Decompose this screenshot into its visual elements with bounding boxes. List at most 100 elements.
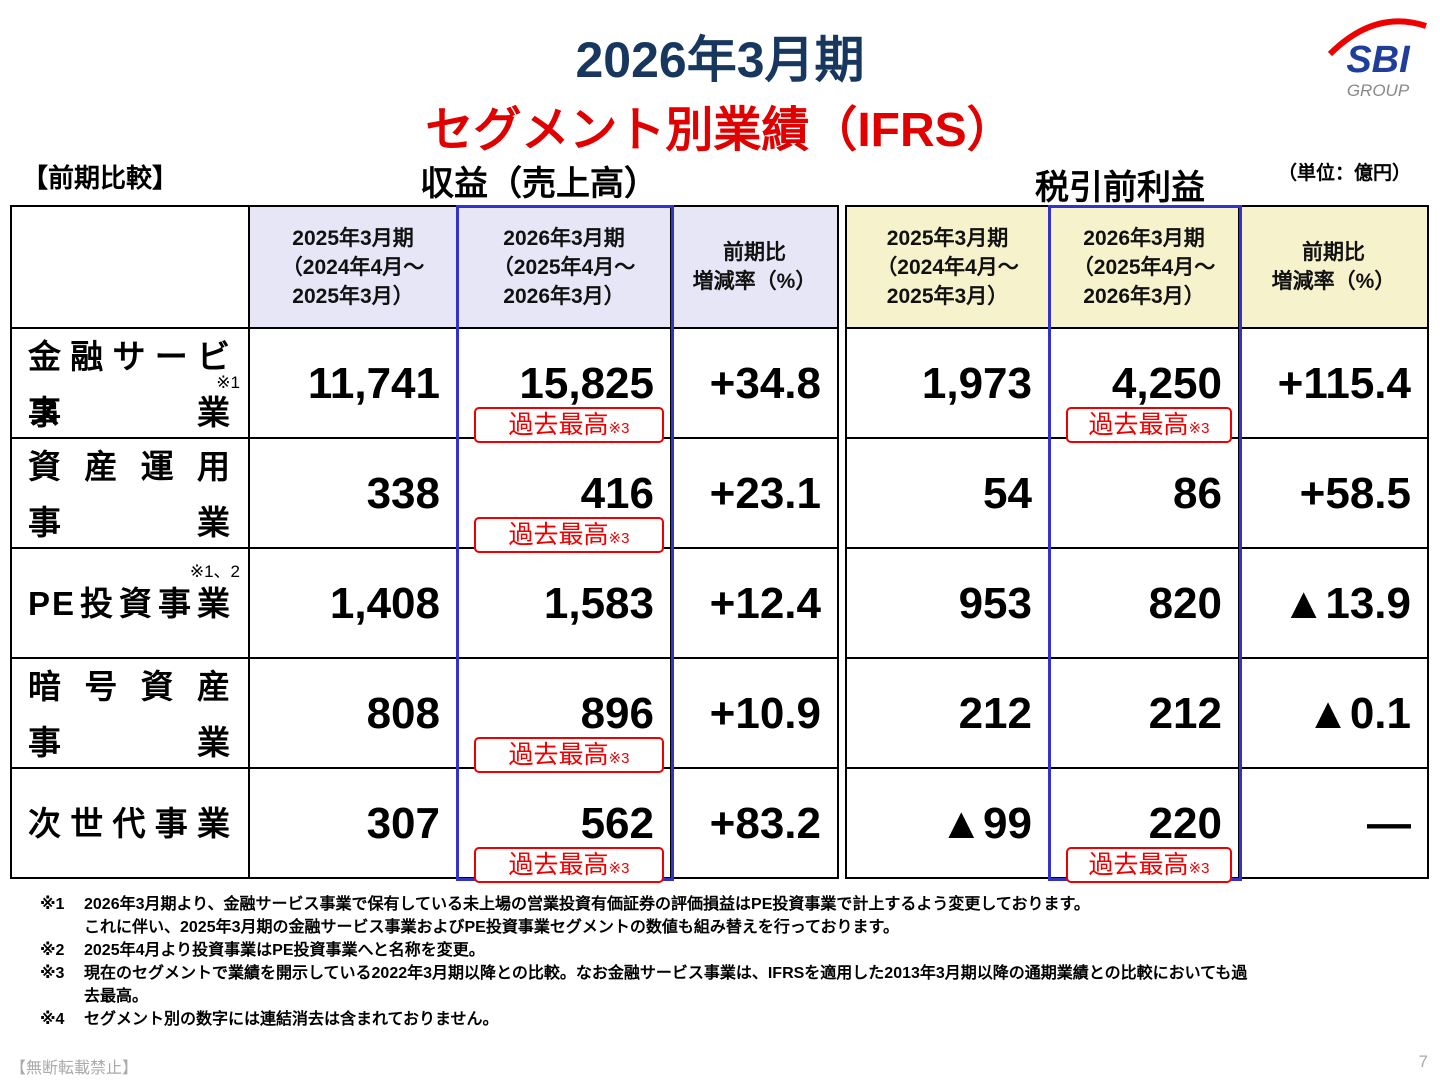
record-badge: 過去最高※3 bbox=[474, 737, 664, 773]
name-line: 資産運用 bbox=[28, 448, 232, 485]
row-label: 資産運用 事業 bbox=[10, 437, 250, 549]
row-label: 次世代事業 bbox=[10, 767, 250, 879]
value: +10.9 bbox=[709, 689, 821, 738]
name-line: 事業 bbox=[28, 504, 232, 541]
value: 896 bbox=[580, 689, 654, 738]
footnote-body: セグメント別の数字には連結消去は含まれておりません。 bbox=[84, 1008, 499, 1031]
value: +12.4 bbox=[709, 579, 821, 628]
value-cell: 338 bbox=[248, 437, 458, 549]
record-badge: 過去最高※3 bbox=[1066, 407, 1232, 443]
value-cell: +83.2 bbox=[670, 767, 839, 879]
value: ▲13.9 bbox=[1281, 579, 1411, 628]
header-line: 増減率（%） bbox=[1271, 270, 1396, 293]
header-line: 2026年3月期 bbox=[503, 226, 625, 250]
value-cell: ▲0.1 bbox=[1238, 657, 1429, 769]
value-cell: 953 bbox=[845, 547, 1050, 659]
footnote: ※4 セグメント別の数字には連結消去は含まれておりません。 bbox=[40, 1008, 1430, 1031]
value: 562 bbox=[580, 799, 654, 848]
value-cell: 54 bbox=[845, 437, 1050, 549]
name-line: 事業 bbox=[28, 394, 232, 431]
value-cell: 86 bbox=[1048, 437, 1240, 549]
value-cell: 212 bbox=[1048, 657, 1240, 769]
value: 11,741 bbox=[307, 359, 440, 408]
footnote-line: 2025年4月より投資事業はPE投資事業へと名称を変更。 bbox=[84, 942, 485, 959]
value: +23.1 bbox=[709, 469, 821, 518]
column-header: 2026年3月期 （2025年4月～ 2026年3月） bbox=[456, 205, 672, 329]
footer-notice: 【無断転載禁止】 bbox=[10, 1060, 139, 1077]
value-cell: 1,583 bbox=[456, 547, 672, 659]
value: 1,583 bbox=[543, 579, 654, 628]
footnotes: ※1 2026年3月期より、金融サービス事業で保有している未上場の営業投資有価証券… bbox=[40, 893, 1430, 1031]
header-line: （2025年4月～ bbox=[492, 255, 636, 279]
column-header: 2025年3月期 （2024年4月～ 2025年3月） bbox=[845, 205, 1050, 329]
value: 1,408 bbox=[329, 579, 440, 628]
footnote-body: 現在のセグメントで業績を開示している2022年3月期以降との比較。なお金融サービ… bbox=[84, 962, 1247, 1008]
value: 15,825 bbox=[519, 359, 654, 408]
record-badge: 過去最高※3 bbox=[474, 847, 664, 883]
value-cell: 212 bbox=[845, 657, 1050, 769]
logo-text: SBI bbox=[1346, 39, 1411, 81]
value: 212 bbox=[958, 689, 1032, 738]
footnote-body: 2025年4月より投資事業はPE投資事業へと名称を変更。 bbox=[84, 939, 485, 962]
header-line: 前期比 bbox=[723, 241, 786, 264]
value-cell: +58.5 bbox=[1238, 437, 1429, 549]
record-badge: 過去最高※3 bbox=[474, 517, 664, 553]
name-line: 暗号資産 bbox=[28, 668, 232, 705]
header-line: 2026年3月期 bbox=[1083, 226, 1205, 250]
footnote-mark: ※2 bbox=[40, 942, 65, 959]
badge-note: ※3 bbox=[608, 860, 630, 877]
value: 212 bbox=[1148, 689, 1222, 738]
value-cell: +23.1 bbox=[670, 437, 839, 549]
header-line: 2025年3月） bbox=[886, 284, 1009, 308]
badge-text: 過去最高 bbox=[508, 411, 609, 439]
header-line: （2025年4月～ bbox=[1072, 255, 1216, 279]
row-label: 金融サービス 事業 ※1 bbox=[10, 327, 250, 439]
badge-note: ※3 bbox=[1188, 420, 1210, 437]
badge-text: 過去最高 bbox=[508, 741, 609, 769]
column-header: 2026年3月期 （2025年4月～ 2026年3月） bbox=[1048, 205, 1240, 329]
header-line: （2024年4月～ bbox=[876, 255, 1019, 279]
header-line: 2026年3月） bbox=[1083, 284, 1205, 308]
column-header: 2025年3月期 （2024年4月～ 2025年3月） bbox=[248, 205, 458, 329]
header-line: （2024年4月～ bbox=[281, 255, 425, 279]
value: ― bbox=[1367, 799, 1411, 848]
header-line: 2025年3月期 bbox=[292, 226, 414, 250]
value-cell: ― bbox=[1238, 767, 1429, 879]
value-cell: +34.8 bbox=[670, 327, 839, 439]
value-cell: 820 bbox=[1048, 547, 1240, 659]
profit-heading: 税引前利益 bbox=[1035, 169, 1205, 207]
value: 416 bbox=[580, 469, 654, 518]
badge-text: 過去最高 bbox=[508, 851, 609, 879]
value: 1,973 bbox=[921, 359, 1032, 408]
value-cell: ▲99 bbox=[845, 767, 1050, 879]
name-line: 次世代事業 bbox=[28, 805, 232, 842]
value: 820 bbox=[1148, 579, 1222, 628]
header-line: 2025年3月） bbox=[292, 284, 414, 308]
footnote: ※3 現在のセグメントで業績を開示している2022年3月期以降との比較。なお金融サ… bbox=[40, 962, 1430, 1008]
value: 220 bbox=[1148, 799, 1222, 848]
name-line: PE投資事業 bbox=[28, 585, 232, 622]
value-cell: +115.4 bbox=[1238, 327, 1429, 439]
value: 808 bbox=[366, 689, 440, 738]
value: 4,250 bbox=[1111, 359, 1222, 408]
comparison-label: 【前期比較】 bbox=[22, 163, 179, 193]
value: +115.4 bbox=[1277, 359, 1411, 408]
logo-sub: GROUP bbox=[1347, 81, 1410, 100]
header-line: 前期比 bbox=[1302, 241, 1365, 264]
footnote-line: 去最高。 bbox=[84, 988, 149, 1005]
value: 953 bbox=[958, 579, 1032, 628]
value: 86 bbox=[1173, 469, 1222, 518]
value-cell: ▲13.9 bbox=[1238, 547, 1429, 659]
value-cell: +10.9 bbox=[670, 657, 839, 769]
value: +58.5 bbox=[1299, 469, 1411, 518]
value: 54 bbox=[983, 469, 1032, 518]
footnote-line: セグメント別の数字には連結消去は含まれておりません。 bbox=[84, 1011, 499, 1028]
name-line: 金融サービス bbox=[28, 338, 232, 431]
row-name: 資産運用 事業 bbox=[28, 439, 232, 551]
badge-note: ※3 bbox=[608, 420, 630, 437]
value: ▲0.1 bbox=[1306, 689, 1411, 738]
badge-note: ※3 bbox=[1188, 860, 1210, 877]
footnote-mark: ※4 bbox=[40, 1011, 65, 1028]
value-cell: 11,741 bbox=[248, 327, 458, 439]
